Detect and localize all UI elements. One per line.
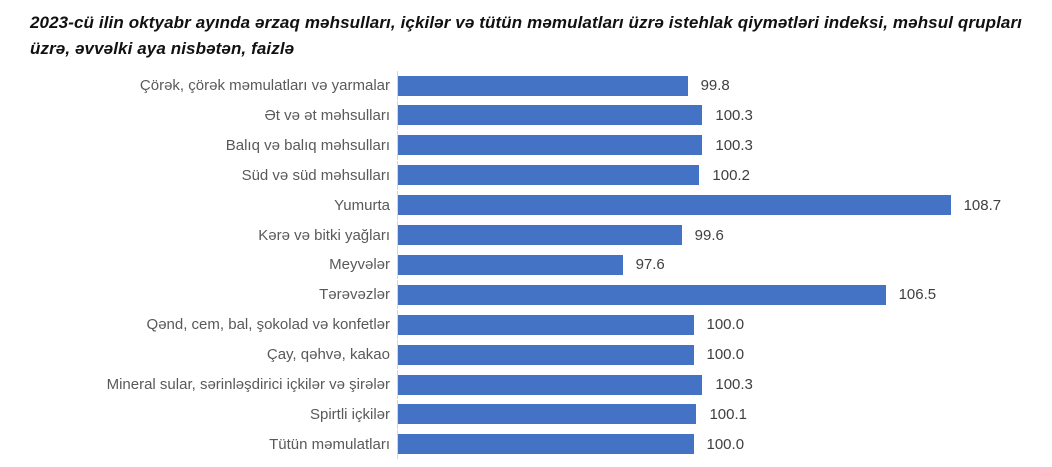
chart-row: Süd və süd məhsulları 100.2	[0, 160, 1052, 190]
plot-area: 100.2	[397, 160, 989, 190]
chart-row: Tütün məmulatları 100.0	[0, 429, 1052, 459]
plot-area: 97.6	[397, 250, 989, 280]
chart-row: Mineral sular, sərinləşdirici içkilər və…	[0, 370, 1052, 400]
category-label: Süd və süd məhsulları	[241, 166, 390, 184]
category-label: Kərə və bitki yağları	[258, 226, 390, 244]
bar-value-label: 97.6	[635, 256, 665, 274]
chart-row: Spirtli içkilər 100.1	[0, 399, 1052, 429]
chart-row: Meyvələr 97.6	[0, 250, 1052, 280]
bar-value-label: 100.0	[706, 346, 745, 364]
bar-value-label: 100.1	[709, 405, 747, 423]
chart-row: Ət və ət məhsulları 100.3	[0, 100, 1052, 130]
bar-value-label: 106.5	[898, 286, 937, 304]
bar-value-label: 108.7	[963, 196, 1002, 214]
chart-row: Qənd, cem, bal, şokolad və konfetlər 100…	[0, 310, 1052, 340]
plot-area: 108.7	[397, 190, 1001, 220]
chart-row: Kərə və bitki yağları 99.6	[0, 220, 1052, 250]
bar-value-label: 100.0	[706, 316, 745, 334]
category-label: Ət və ət məhsulları	[264, 106, 390, 124]
bar	[398, 225, 682, 246]
plot-area: 100.3	[397, 100, 989, 130]
plot-area: 99.6	[397, 220, 989, 250]
plot-area: 100.1	[397, 399, 989, 429]
chart-row: Çörək, çörək məmulatları və yarmalar 99.…	[0, 71, 1052, 100]
bar-value-label: 100.3	[715, 106, 753, 124]
bar	[398, 105, 703, 126]
bar	[398, 75, 688, 96]
bar	[398, 344, 694, 365]
plot-area: 99.8	[397, 71, 989, 100]
category-label: Çay, qəhvə, kakao	[266, 346, 390, 364]
bar-value-label: 99.6	[694, 226, 724, 244]
bar	[398, 404, 697, 425]
chart-row: Yumurta 108.7	[0, 190, 1052, 220]
chart-row: Tərəvəzlər 106.5	[0, 280, 1052, 310]
chart-row: Balıq və balıq məhsulları 100.3	[0, 130, 1052, 160]
bar	[398, 374, 703, 395]
bar	[398, 165, 700, 186]
category-label: Tütün məmulatları	[269, 435, 390, 453]
bar	[398, 195, 951, 216]
category-label: Mineral sular, sərinləşdirici içkilər və…	[106, 376, 390, 394]
bar	[398, 284, 886, 305]
category-label: Yumurta	[334, 196, 390, 214]
bar-value-label: 100.0	[706, 435, 745, 453]
category-label: Tərəvəzlər	[319, 286, 390, 304]
bar-value-label: 100.3	[715, 376, 753, 394]
plot-area: 100.0	[397, 310, 989, 340]
category-label: Meyvələr	[329, 256, 390, 274]
chart-row: Çay, qəhvə, kakao 100.0	[0, 340, 1052, 370]
plot-area: 106.5	[397, 280, 989, 310]
bar-chart: Çörək, çörək məmulatları və yarmalar 99.…	[0, 71, 1052, 459]
bar-value-label: 100.2	[712, 166, 750, 184]
category-label: Spirtli içkilər	[309, 405, 390, 423]
category-label: Qənd, cem, bal, şokolad və konfetlər	[146, 316, 390, 334]
bar	[398, 135, 703, 156]
plot-area: 100.0	[397, 340, 989, 370]
plot-area: 100.0	[397, 429, 989, 459]
bar	[398, 254, 623, 275]
plot-area: 100.3	[397, 370, 989, 400]
bar-value-label: 100.3	[715, 136, 753, 154]
bar	[398, 434, 694, 455]
category-label: Balıq və balıq məhsulları	[225, 136, 390, 154]
bar-value-label: 99.8	[700, 77, 730, 94]
category-label: Çörək, çörək məmulatları və yarmalar	[139, 77, 390, 94]
plot-area: 100.3	[397, 130, 989, 160]
bar	[398, 314, 694, 335]
chart-title: 2023-cü ilin oktyabr ayında ərzaq məhsul…	[30, 13, 1022, 58]
